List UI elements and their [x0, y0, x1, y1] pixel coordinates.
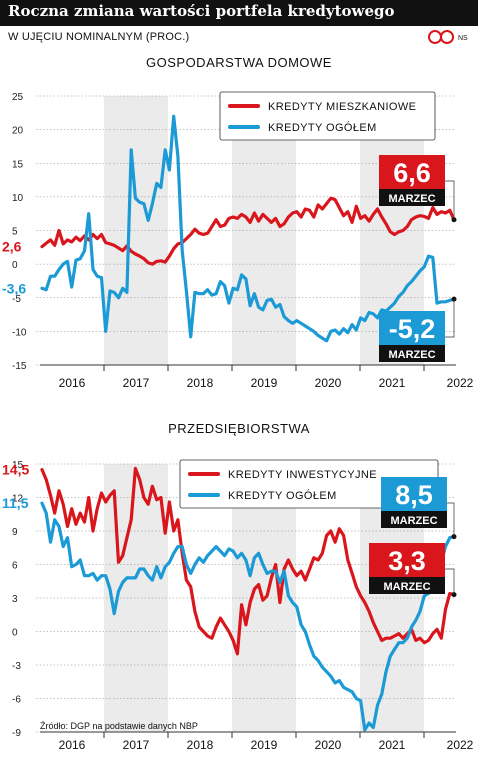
x-tick-label: 2020 [315, 376, 342, 390]
y-tick-label: 0 [12, 628, 18, 639]
y-tick-label: -9 [12, 728, 21, 739]
y-tick-label: -10 [12, 327, 27, 338]
legend-label: KREDYTY INWESTYCYJNE [228, 469, 377, 481]
series-start-label: 14,5 [2, 462, 29, 478]
x-tick-label: 2020 [315, 738, 342, 752]
callout-connector [445, 299, 455, 338]
x-tick-label: 2019 [251, 738, 278, 752]
x-tick-label: 2018 [187, 738, 214, 752]
x-tick-label: 2021 [379, 376, 406, 390]
page-subtitle: W UJĘCIU NOMINALNYM (PROC.) [8, 31, 190, 43]
x-tick-label: 2022 [447, 738, 474, 752]
y-tick-label: 15 [12, 159, 24, 170]
callout-value: 6,6 [393, 158, 431, 188]
x-tick-label: 2021 [379, 738, 406, 752]
chart-2-title: PRZEDSIĘBIORSTWA [168, 421, 310, 436]
x-tick-label: 2019 [251, 376, 278, 390]
callout-label-box [369, 577, 445, 594]
callout-label: MARZEC [388, 193, 435, 205]
callout-value-box [369, 543, 445, 577]
publisher-logo: NS [428, 30, 468, 44]
y-tick-label: 9 [12, 527, 18, 538]
y-tick-label: -5 [12, 294, 21, 305]
series-start-label: -3,6 [2, 280, 26, 296]
callout-value-box [381, 477, 447, 511]
callout-connector [445, 568, 455, 595]
series-line-1 [40, 501, 456, 732]
y-tick-label: 12 [12, 494, 24, 505]
legend-box [219, 91, 436, 141]
svg-text:NS: NS [458, 35, 468, 42]
chart-1-title: GOSPODARSTWA DOMOWE [146, 55, 332, 70]
callout-connector [445, 180, 455, 220]
callout-value-box [379, 311, 445, 345]
title-bar: Roczna zmiana wartości portfela kredytow… [0, 0, 478, 26]
y-tick-label: 15 [12, 460, 24, 471]
y-tick-label: 3 [12, 594, 18, 605]
callout-value: 8,5 [395, 480, 433, 510]
y-tick-label: -6 [12, 695, 21, 706]
series-start-label: 2,6 [2, 239, 22, 255]
x-tick-label: 2017 [123, 738, 150, 752]
legend-label: KREDYTY MIESZKANIOWE [268, 101, 416, 113]
callout-label-box [379, 345, 445, 362]
y-tick-label: 0 [12, 260, 18, 271]
series-start-label: 11,5 [2, 495, 29, 511]
legend-label: KREDYTY OGÓŁEM [228, 489, 337, 502]
callout-label: MARZEC [383, 581, 430, 593]
y-tick-label: -3 [12, 661, 21, 672]
household-chart: 25 20 15 10 5 0 -5 -10 -15 2016 2017 2018 2019 2020 20… [2, 91, 474, 390]
x-tick-label: 2018 [187, 376, 214, 390]
series-line-0 [40, 466, 456, 656]
callout-value: -5,2 [389, 314, 436, 344]
page-title: Roczna zmiana wartości portfela kredytow… [8, 2, 395, 20]
callout-connector [447, 502, 455, 537]
x-tick-label: 2016 [59, 376, 86, 390]
y-tick-label: 20 [12, 126, 24, 137]
callout-value-box [379, 155, 445, 189]
callout-label: MARZEC [390, 515, 437, 527]
series-line-0 [40, 196, 456, 266]
y-tick-label: 5 [12, 227, 18, 238]
x-tick-label: 2017 [123, 376, 150, 390]
y-tick-label: -15 [12, 361, 27, 372]
y-tick-label: 25 [12, 92, 24, 103]
callout-value: 3,3 [388, 546, 426, 576]
callout-label: MARZEC [388, 349, 435, 361]
year-shade-2017 [104, 96, 168, 365]
y-tick-label: 10 [12, 193, 24, 204]
series-line-1 [40, 114, 456, 343]
source-note: Źródło: DGP na podstawie danych NBP [40, 721, 198, 731]
callout-label-box [381, 511, 447, 528]
legend-label: KREDYTY OGÓŁEM [268, 121, 377, 134]
callout-label-box [379, 189, 445, 206]
y-tick-label: 6 [12, 561, 18, 572]
x-tick-label: 2022 [447, 376, 474, 390]
x-tick-label: 2016 [59, 738, 86, 752]
